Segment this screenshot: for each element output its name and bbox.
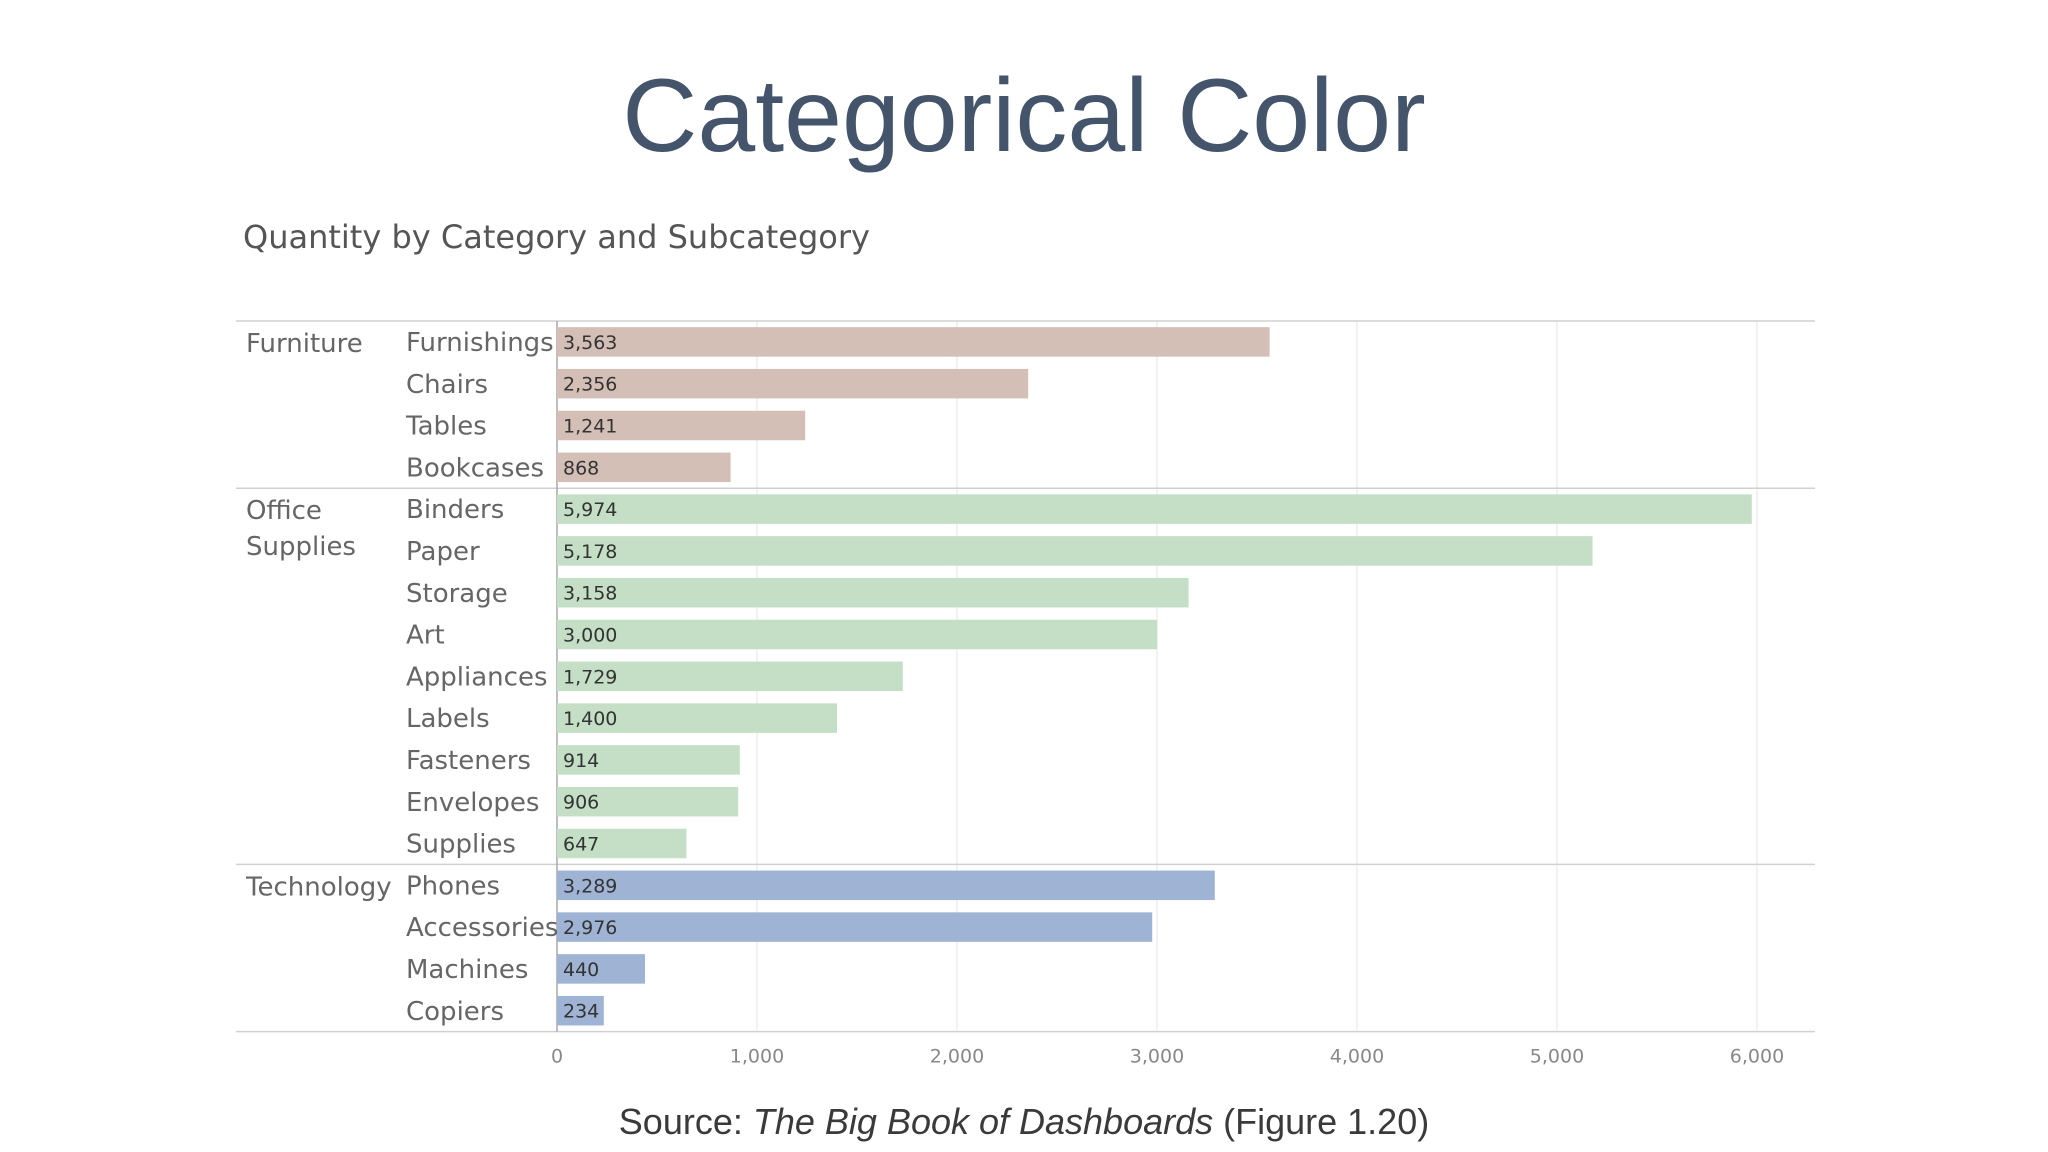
data-label: 1,241 — [563, 416, 617, 438]
data-label: 3,563 — [563, 332, 617, 354]
bar — [557, 870, 1215, 901]
x-tick-label: 1,000 — [730, 1046, 784, 1068]
bar — [557, 912, 1153, 942]
category-label: Technology — [245, 872, 392, 902]
subcategory-label: Art — [406, 621, 445, 651]
x-tick-label: 4,000 — [1330, 1046, 1384, 1068]
data-label: 647 — [563, 834, 599, 856]
subcategory-label: Copiers — [406, 997, 504, 1027]
category-label: Supplies — [246, 532, 356, 562]
x-tick-label: 2,000 — [930, 1046, 984, 1068]
chart-title: Quantity by Category and Subcategory — [243, 218, 870, 256]
bar — [557, 327, 1270, 357]
bar — [557, 368, 1029, 399]
subcategory-label: Supplies — [406, 830, 516, 860]
subcategory-label: Bookcases — [406, 453, 544, 483]
bar — [557, 995, 604, 1026]
subcategory-label: Furnishings — [406, 328, 554, 358]
subcategory-label: Fasteners — [406, 746, 531, 776]
bars — [557, 327, 1752, 1026]
subcategory-label: Tables — [405, 412, 487, 442]
data-label: 868 — [563, 457, 599, 479]
source-suffix: (Figure 1.20) — [1213, 1101, 1430, 1142]
x-tick-label: 3,000 — [1130, 1046, 1184, 1068]
data-label: 906 — [563, 792, 599, 814]
x-tick-label: 0 — [551, 1046, 563, 1068]
subcategory-label: Envelopes — [406, 788, 539, 818]
data-label: 1,400 — [563, 708, 617, 730]
data-label: 914 — [563, 750, 599, 772]
data-label: 2,356 — [563, 374, 617, 396]
bar — [557, 661, 903, 692]
bar — [557, 828, 687, 859]
subcategory-label: Phones — [406, 871, 500, 901]
source-prefix: Source: — [618, 1101, 753, 1142]
slide-title: Categorical Color — [622, 58, 1426, 174]
subcategory-label: Paper — [406, 537, 480, 567]
bar — [557, 619, 1157, 650]
x-tick-label: 6,000 — [1730, 1046, 1784, 1068]
x-axis-ticks: 0 1,000 2,000 3,000 4,000 5,000 6,000 — [551, 1046, 1784, 1068]
subcategory-label: Storage — [406, 579, 508, 609]
subcategory-label: Labels — [406, 704, 490, 734]
source-book-title: The Big Book of Dashboards — [752, 1101, 1214, 1142]
bar — [557, 410, 806, 441]
subcategory-label: Binders — [406, 495, 504, 525]
data-label: 3,158 — [563, 583, 617, 605]
data-label: 1,729 — [563, 666, 617, 688]
category-label: Furniture — [246, 329, 363, 359]
category-label: Office — [246, 496, 322, 526]
data-label: 5,178 — [563, 541, 617, 563]
bar — [557, 452, 731, 483]
data-label: 440 — [563, 959, 599, 981]
bar — [557, 703, 837, 733]
x-tick-label: 5,000 — [1530, 1046, 1584, 1068]
data-label: 5,974 — [563, 499, 617, 521]
data-label: 3,000 — [563, 625, 617, 647]
data-label: 2,976 — [563, 917, 617, 939]
data-label: 3,289 — [563, 875, 617, 897]
bar — [557, 786, 739, 817]
bar — [557, 577, 1189, 608]
subcategory-label: Chairs — [406, 370, 488, 400]
subcategory-label: Accessories — [406, 913, 558, 943]
bar — [557, 536, 1593, 566]
bar — [557, 954, 645, 984]
bar — [557, 745, 740, 775]
data-label: 234 — [563, 1001, 599, 1023]
bar — [557, 494, 1752, 524]
subcategory-label: Appliances — [406, 662, 548, 692]
row-labels: Furniture Furnishings 3,563 Chairs 2,356 Tabl… — [245, 328, 617, 1027]
subcategory-label: Machines — [406, 955, 528, 985]
source-caption: Source: The Big Book of Dashboards (Figu… — [0, 1104, 2048, 1140]
